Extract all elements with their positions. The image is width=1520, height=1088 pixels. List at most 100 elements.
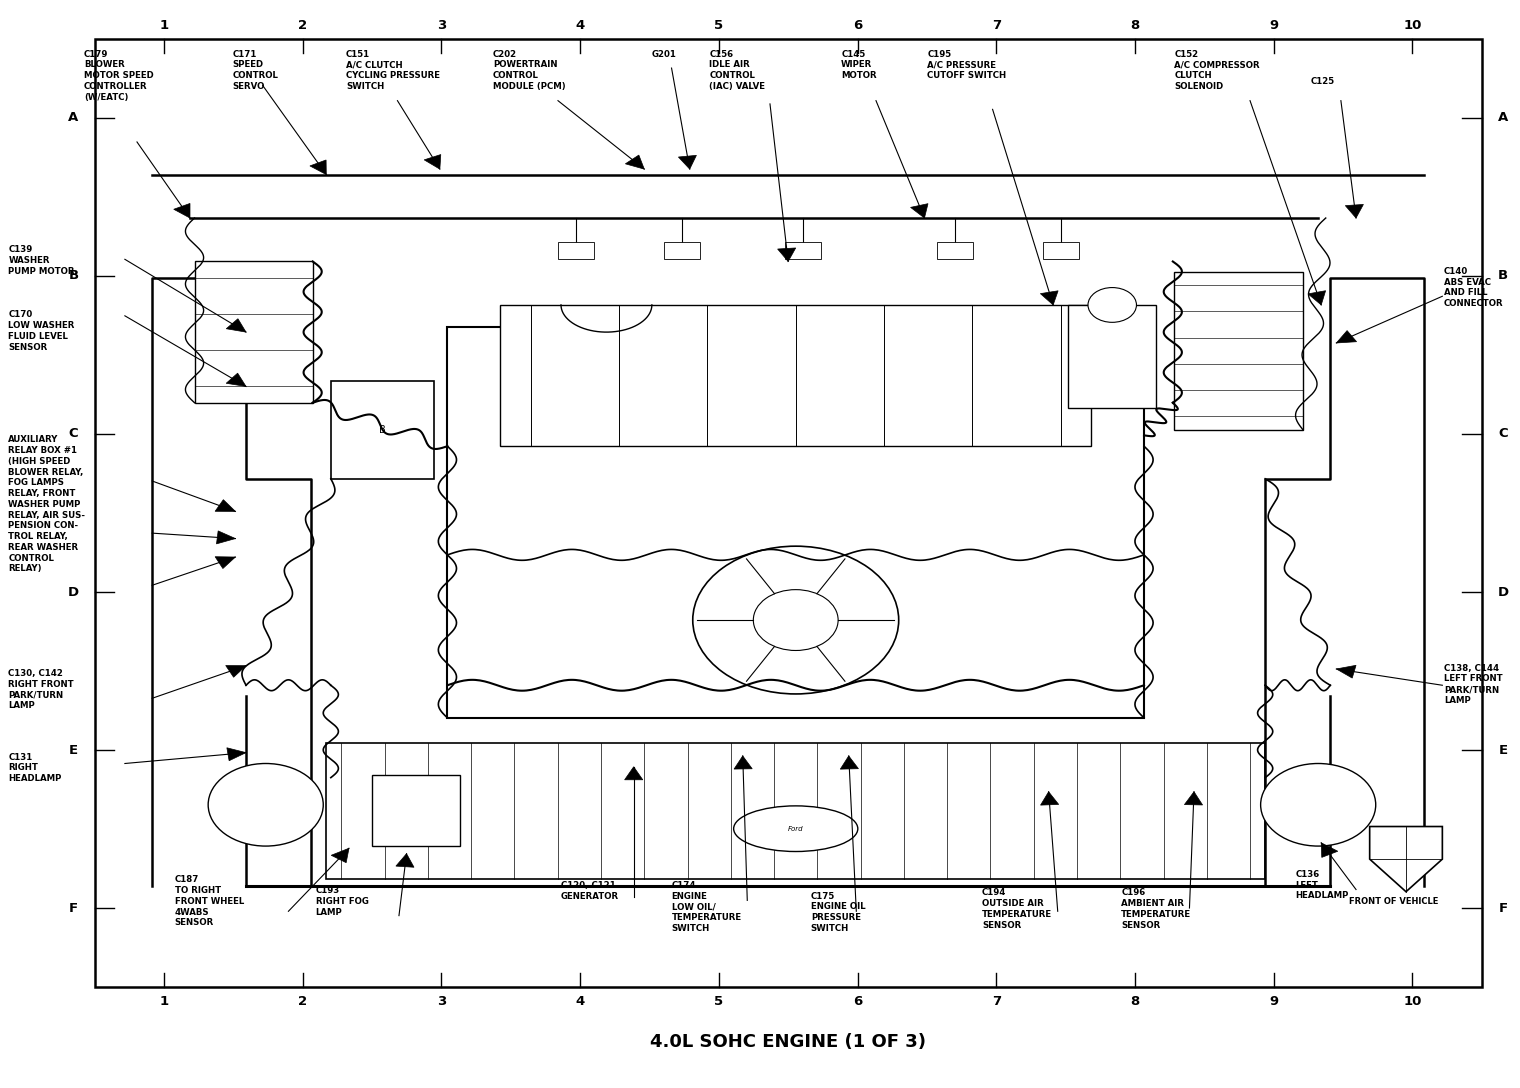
Polygon shape	[225, 666, 246, 677]
Text: 4: 4	[576, 994, 585, 1007]
Polygon shape	[226, 373, 246, 386]
Circle shape	[1088, 287, 1137, 322]
Text: C202
POWERTRAIN
CONTROL
MODULE (PCM): C202 POWERTRAIN CONTROL MODULE (PCM)	[492, 50, 565, 90]
Text: FRONT OF VEHICLE: FRONT OF VEHICLE	[1350, 898, 1438, 906]
Text: C194
OUTSIDE AIR
TEMPERATURE
SENSOR: C194 OUTSIDE AIR TEMPERATURE SENSOR	[982, 889, 1052, 930]
Text: D: D	[68, 585, 79, 598]
Text: A: A	[68, 111, 79, 124]
Text: C171
SPEED
CONTROL
SERVO: C171 SPEED CONTROL SERVO	[233, 50, 278, 90]
Text: C196
AMBIENT AIR
TEMPERATURE
SENSOR: C196 AMBIENT AIR TEMPERATURE SENSOR	[1122, 889, 1192, 930]
Text: C136
LEFT
HEADLAMP: C136 LEFT HEADLAMP	[1295, 870, 1348, 901]
Polygon shape	[310, 160, 327, 174]
Text: 2: 2	[298, 20, 307, 33]
Text: G201: G201	[652, 50, 676, 59]
Polygon shape	[1336, 666, 1356, 678]
Text: 9: 9	[1269, 994, 1278, 1007]
Text: 10: 10	[1403, 994, 1421, 1007]
Text: C: C	[68, 428, 78, 441]
Bar	[447, 326, 1145, 718]
Bar	[327, 743, 1265, 879]
Polygon shape	[778, 248, 795, 261]
Bar	[786, 242, 821, 259]
Bar	[1069, 305, 1157, 408]
Text: 8: 8	[1131, 20, 1140, 33]
Text: E: E	[1499, 744, 1508, 756]
Text: C151
A/C CLUTCH
CYCLING PRESSURE
SWITCH: C151 A/C CLUTCH CYCLING PRESSURE SWITCH	[347, 50, 439, 90]
Text: C131
RIGHT
HEADLAMP: C131 RIGHT HEADLAMP	[8, 753, 62, 783]
Polygon shape	[216, 499, 236, 511]
Bar	[664, 242, 701, 259]
Bar	[1175, 272, 1303, 430]
Polygon shape	[216, 557, 236, 569]
Polygon shape	[226, 319, 246, 332]
Text: E: E	[68, 744, 78, 756]
Circle shape	[754, 590, 838, 651]
Bar	[500, 305, 1091, 446]
Text: 6: 6	[853, 994, 862, 1007]
Text: C187
TO RIGHT
FRONT WHEEL
4WABS
SENSOR: C187 TO RIGHT FRONT WHEEL 4WABS SENSOR	[175, 876, 245, 927]
Bar	[558, 242, 594, 259]
Text: 4: 4	[576, 20, 585, 33]
Bar	[195, 261, 313, 403]
Polygon shape	[395, 854, 413, 867]
Text: B: B	[378, 425, 386, 435]
Text: 9: 9	[1269, 20, 1278, 33]
Polygon shape	[1336, 331, 1356, 343]
Bar	[331, 381, 433, 479]
Text: 2: 2	[298, 994, 307, 1007]
Bar	[372, 776, 459, 846]
Text: C193
RIGHT FOG
LAMP: C193 RIGHT FOG LAMP	[316, 887, 368, 917]
Text: 3: 3	[436, 20, 445, 33]
Text: 1: 1	[160, 994, 169, 1007]
Text: 7: 7	[991, 20, 1000, 33]
Text: C140
ABS EVAC
AND FILL
CONNECTOR: C140 ABS EVAC AND FILL CONNECTOR	[1444, 267, 1503, 308]
Text: 8: 8	[1131, 994, 1140, 1007]
Text: C156
IDLE AIR
CONTROL
(IAC) VALVE: C156 IDLE AIR CONTROL (IAC) VALVE	[710, 50, 766, 90]
Polygon shape	[1184, 792, 1202, 805]
Polygon shape	[424, 154, 441, 169]
Text: F: F	[1499, 902, 1508, 915]
Text: C145
WIPER
MOTOR: C145 WIPER MOTOR	[841, 50, 877, 81]
Bar	[936, 242, 973, 259]
Polygon shape	[1309, 290, 1325, 305]
Text: C125: C125	[1310, 77, 1335, 86]
Polygon shape	[226, 747, 246, 761]
Text: C: C	[1499, 428, 1508, 441]
Text: C175
ENGINE OIL
PRESSURE
SWITCH: C175 ENGINE OIL PRESSURE SWITCH	[810, 892, 865, 934]
Text: C179
BLOWER
MOTOR SPEED
CONTROLLER
(W/EATC): C179 BLOWER MOTOR SPEED CONTROLLER (W/EA…	[84, 50, 154, 101]
Circle shape	[208, 764, 324, 846]
Polygon shape	[216, 531, 236, 544]
Text: Ford: Ford	[787, 826, 804, 831]
Polygon shape	[1345, 205, 1363, 218]
Polygon shape	[1321, 843, 1338, 857]
Ellipse shape	[734, 806, 857, 852]
Text: 5: 5	[714, 994, 724, 1007]
Polygon shape	[625, 767, 643, 780]
Text: 10: 10	[1403, 20, 1421, 33]
Text: B: B	[68, 270, 79, 283]
Polygon shape	[625, 156, 644, 169]
Bar	[94, 39, 1482, 987]
Bar	[1043, 242, 1079, 259]
Text: 4.0L SOHC ENGINE (1 OF 3): 4.0L SOHC ENGINE (1 OF 3)	[651, 1033, 926, 1051]
Polygon shape	[1040, 290, 1058, 305]
Text: C170
LOW WASHER
FLUID LEVEL
SENSOR: C170 LOW WASHER FLUID LEVEL SENSOR	[8, 310, 74, 351]
Text: 5: 5	[714, 20, 724, 33]
Text: D: D	[1497, 585, 1508, 598]
Text: A: A	[1497, 111, 1508, 124]
Text: B: B	[1497, 270, 1508, 283]
Circle shape	[693, 546, 898, 694]
Polygon shape	[841, 756, 859, 769]
Polygon shape	[910, 203, 929, 218]
Text: C139
WASHER
PUMP MOTOR: C139 WASHER PUMP MOTOR	[8, 245, 74, 275]
Text: C174
ENGINE
LOW OIL/
TEMPERATURE
SWITCH: C174 ENGINE LOW OIL/ TEMPERATURE SWITCH	[672, 881, 742, 932]
Text: 3: 3	[436, 994, 445, 1007]
Text: AUXILIARY
RELAY BOX #1
(HIGH SPEED
BLOWER RELAY,
FOG LAMPS
RELAY, FRONT
WASHER P: AUXILIARY RELAY BOX #1 (HIGH SPEED BLOWE…	[8, 435, 85, 573]
Text: C152
A/C COMPRESSOR
CLUTCH
SOLENOID: C152 A/C COMPRESSOR CLUTCH SOLENOID	[1175, 50, 1260, 90]
Polygon shape	[173, 203, 190, 218]
Text: 1: 1	[160, 20, 169, 33]
Text: 7: 7	[991, 994, 1000, 1007]
Polygon shape	[678, 156, 696, 169]
Circle shape	[1260, 764, 1376, 846]
Text: C195
A/C PRESSURE
CUTOFF SWITCH: C195 A/C PRESSURE CUTOFF SWITCH	[927, 50, 1006, 81]
